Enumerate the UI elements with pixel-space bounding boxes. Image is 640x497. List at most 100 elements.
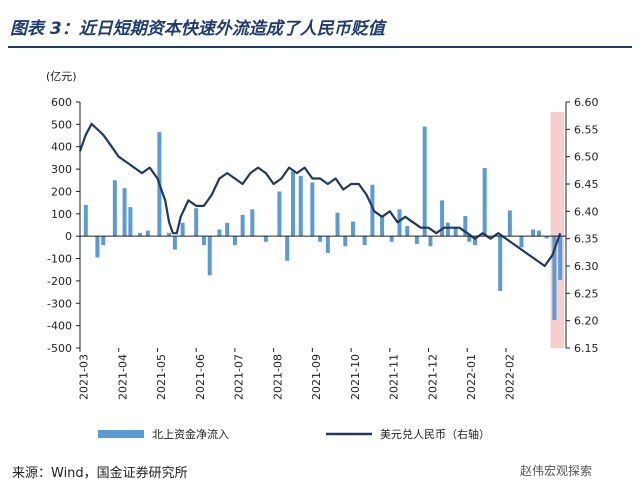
bar <box>167 232 172 237</box>
bar <box>201 236 206 246</box>
bar <box>414 236 419 245</box>
bar <box>101 236 106 246</box>
left-tick-label: 600 <box>51 96 72 109</box>
bar <box>180 222 185 237</box>
left-tick-label: -300 <box>47 297 72 310</box>
bar <box>318 236 323 242</box>
bar <box>397 209 402 237</box>
bar <box>544 236 549 239</box>
right-tick-label: 6.25 <box>574 287 599 300</box>
bar <box>290 171 295 237</box>
bar <box>380 217 385 237</box>
x-tick-label: 2021-09 <box>310 354 323 400</box>
line-series <box>78 122 562 268</box>
bar <box>232 236 237 246</box>
x-tick-label: 2022-02 <box>504 354 517 400</box>
right-tick-label: 6.60 <box>574 96 599 109</box>
bar <box>310 182 315 237</box>
x-tick-label: 2021-08 <box>271 354 284 400</box>
left-tick-label: -200 <box>47 275 72 288</box>
left-tick-label: -500 <box>47 342 72 355</box>
bar <box>389 236 394 242</box>
left-axis-unit: (亿元) <box>46 70 77 83</box>
right-tick-label: 6.20 <box>574 315 599 328</box>
bar <box>519 236 524 248</box>
right-tick-label: 6.30 <box>574 260 599 273</box>
right-tick-label: 6.35 <box>574 233 599 246</box>
legend-line-label: 美元兑人民币（右轴） <box>380 427 490 441</box>
bar <box>453 227 458 237</box>
usd-cny-line <box>78 122 562 268</box>
bar <box>536 230 541 237</box>
bar <box>422 126 427 237</box>
bar <box>351 221 356 237</box>
bar <box>122 188 127 237</box>
left-tick-label: 200 <box>51 185 72 198</box>
left-tick-label: -100 <box>47 253 72 266</box>
wechat-watermark: 赵伟宏观探索 <box>520 464 593 478</box>
bar <box>440 200 445 237</box>
bar <box>95 236 100 258</box>
right-tick-label: 6.50 <box>574 151 599 164</box>
x-tick-label: 2021-11 <box>388 354 401 400</box>
bar <box>298 175 303 237</box>
bar <box>507 210 512 237</box>
x-tick-label: 2021-12 <box>426 354 439 400</box>
bar <box>343 236 348 247</box>
bar <box>194 208 199 237</box>
x-tick-label: 2021-07 <box>233 354 246 400</box>
bar <box>467 236 472 242</box>
bar <box>285 236 290 261</box>
bar <box>128 207 133 237</box>
x-tick-label: 2021-03 <box>78 354 91 400</box>
x-tick-label: 2021-10 <box>349 354 362 400</box>
bar <box>552 236 557 321</box>
bar <box>472 236 477 246</box>
axes: (亿元) 600 500 400 300 200 100 0 -100 -200 -300 -400 -… <box>46 70 599 400</box>
bar <box>463 216 468 237</box>
bar <box>145 230 150 237</box>
left-tick-label: 400 <box>51 141 72 154</box>
right-tick-label: 6.55 <box>574 123 599 136</box>
bar <box>558 236 563 280</box>
bar <box>277 191 282 237</box>
bar <box>263 236 268 242</box>
bar <box>405 226 410 237</box>
left-tick-label: 500 <box>51 118 72 131</box>
bar <box>225 222 230 237</box>
right-tick-label: 6.45 <box>574 178 599 191</box>
bar <box>445 222 450 237</box>
bar <box>362 236 367 246</box>
bar <box>428 236 433 247</box>
x-tick-label: 2022-01 <box>465 354 478 400</box>
legend-bar-label: 北上资金净流入 <box>152 427 229 441</box>
left-tick-label: 0 <box>65 230 72 243</box>
legend-bar-swatch <box>98 430 144 438</box>
right-tick-label: 6.15 <box>574 342 599 355</box>
x-tick-label: 2021-04 <box>116 354 129 400</box>
x-tick-label: 2021-05 <box>155 354 168 400</box>
title-underline <box>8 46 632 48</box>
bar <box>207 236 212 276</box>
bar <box>325 236 330 253</box>
bar <box>138 232 143 237</box>
bar <box>498 236 503 291</box>
left-tick-label: -400 <box>47 320 72 333</box>
bar <box>370 184 375 237</box>
bar <box>531 229 536 237</box>
chart: (亿元) 600 500 400 300 200 100 0 -100 -200 -300 -400 -… <box>46 70 599 441</box>
figure-title: 图表 3：近日短期资本快速外流造成了人民币贬值 <box>10 19 385 39</box>
x-tick-label: 2021-06 <box>194 354 207 400</box>
bar <box>172 236 177 250</box>
source-note: 来源：Wind，国金证券研究所 <box>12 466 188 481</box>
bar <box>83 204 88 237</box>
bar <box>335 212 340 237</box>
bar <box>217 229 222 237</box>
left-tick-label: 100 <box>51 208 72 221</box>
bar <box>250 209 255 237</box>
left-tick-label: 300 <box>51 163 72 176</box>
bar-series <box>83 126 563 321</box>
bar <box>482 167 487 237</box>
legend: 北上资金净流入 美元兑人民币（右轴） <box>98 427 490 441</box>
right-tick-label: 6.40 <box>574 205 599 218</box>
